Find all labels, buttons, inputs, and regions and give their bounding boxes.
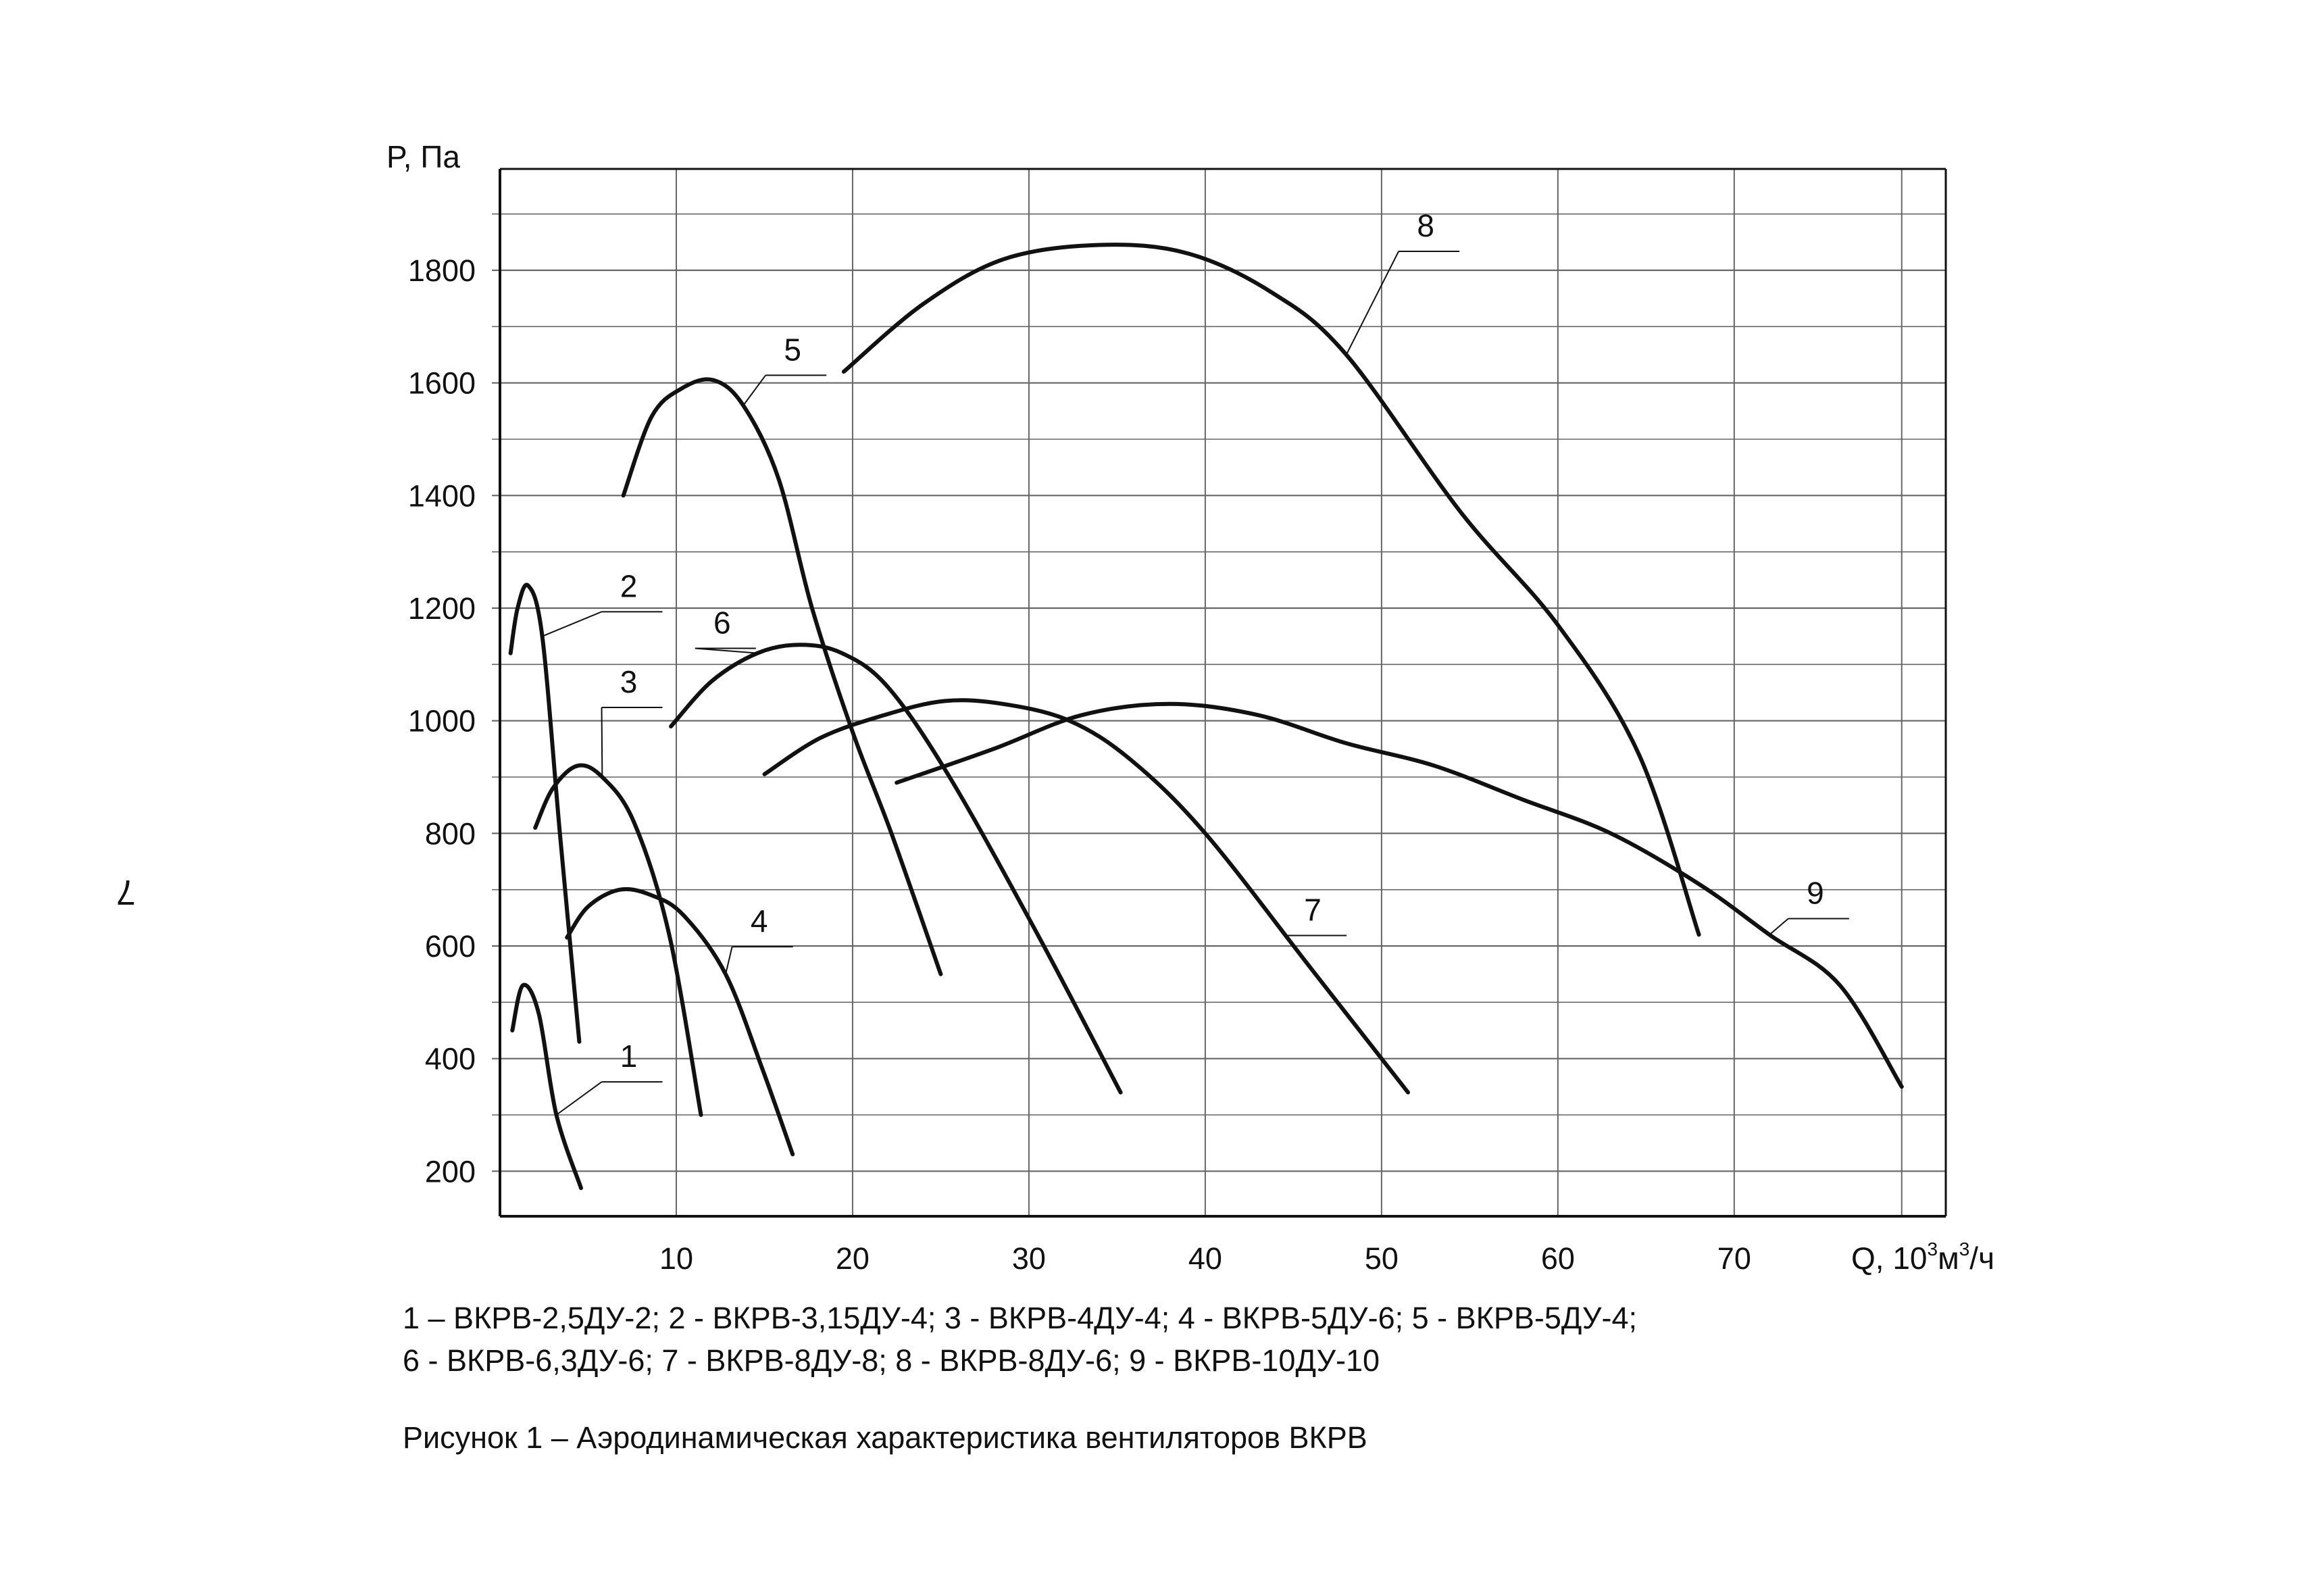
x-axis-label-sup1: 3 (1928, 1239, 1938, 1260)
y-tick-label-1600: 1600 (408, 366, 476, 401)
page-number: 7 (116, 872, 136, 912)
curve-label-7: 7 (1304, 893, 1322, 928)
x-tick-label-50: 50 (1365, 1241, 1399, 1276)
axes (499, 168, 1947, 1218)
legend-line-2: 6 - ВКРВ-6,3ДУ-6; 7 - ВКРВ-8ДУ-8; 8 - ВК… (403, 1343, 1380, 1378)
x-tick-label-60: 60 (1541, 1241, 1575, 1276)
curve-8 (841, 243, 1701, 937)
curve-3 (533, 763, 703, 1117)
x-tick-label-20: 20 (836, 1241, 870, 1276)
leader-line-8 (1345, 251, 1400, 355)
y-tick-label-200: 200 (425, 1154, 476, 1189)
x-axis-label: Q, 103м3/ч (1851, 1239, 1994, 1276)
curve-label-3: 3 (620, 664, 638, 699)
curve-label-8: 8 (1417, 208, 1434, 243)
curve-label-9: 9 (1807, 876, 1824, 911)
figure-caption: Рисунок 1 – Аэродинамическая характерист… (403, 1420, 1367, 1455)
x-axis-label-mid: м (1938, 1241, 1959, 1276)
curve-label-1: 1 (620, 1039, 638, 1074)
curve-5 (621, 377, 943, 976)
x-tick-label-40: 40 (1188, 1241, 1222, 1276)
x-axis-label-main: Q, 10 (1851, 1241, 1928, 1276)
curve-label-5: 5 (784, 332, 801, 367)
curve-labels: 1 2 3 4 5 6 7 8 9 (542, 208, 1849, 1116)
curve-6 (669, 643, 1123, 1095)
y-tick-label-1800: 1800 (408, 253, 476, 288)
leader-line-2 (542, 611, 602, 637)
curve-label-4: 4 (751, 903, 768, 939)
curves (508, 243, 1904, 1191)
curve-label-2: 2 (620, 568, 638, 603)
y-tick-label-1000: 1000 (408, 704, 476, 739)
leader-line-6 (695, 647, 758, 654)
leader-line-7 (1285, 934, 1312, 969)
leader-line-4 (725, 946, 733, 974)
legend-line-1: 1 – ВКРВ-2,5ДУ-2; 2 - ВКРВ-3,15ДУ-4; 3 -… (403, 1301, 1637, 1335)
y-tick-label-1200: 1200 (408, 591, 476, 626)
y-tick-label-800: 800 (425, 816, 476, 851)
curve-2 (508, 582, 582, 1044)
x-tick-label-30: 30 (1012, 1241, 1046, 1276)
y-tick-label-600: 600 (425, 929, 476, 964)
x-tick-label-10: 10 (659, 1241, 693, 1276)
x-axis-label-sup2: 3 (1959, 1239, 1970, 1260)
x-tick-label-70: 70 (1717, 1241, 1751, 1276)
curve-4 (565, 887, 795, 1157)
curve-1 (510, 982, 583, 1191)
y-axis-label: P, Па (386, 139, 460, 174)
leader-line-1 (555, 1081, 603, 1116)
leader-line-3 (601, 707, 603, 778)
leader-line-5 (743, 374, 767, 406)
y-tick-label-400: 400 (425, 1042, 476, 1076)
curve-9 (895, 701, 1904, 1089)
y-tick-label-1400: 1400 (408, 478, 476, 513)
curve-label-6: 6 (713, 605, 731, 641)
leader-line-9 (1769, 918, 1789, 936)
tick-labels: 200 400 600 800 1000 1200 1400 1600 1800 10 20 30 40… (408, 253, 1751, 1276)
grid (492, 169, 1946, 1216)
x-axis-label-end: /ч (1969, 1241, 1994, 1276)
